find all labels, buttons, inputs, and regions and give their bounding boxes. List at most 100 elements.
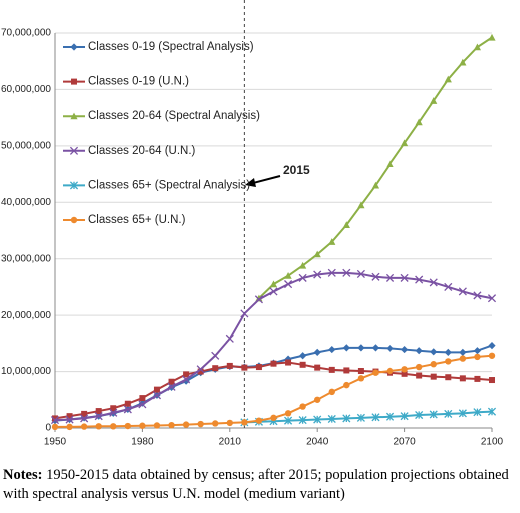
marker (66, 423, 73, 431)
marker (183, 371, 190, 378)
marker (80, 414, 89, 423)
marker (343, 381, 350, 389)
marker (284, 416, 293, 425)
marker (212, 420, 219, 427)
x-tick-label: 2010 (219, 437, 242, 448)
marker (167, 382, 176, 391)
series-line (54, 361, 493, 420)
marker (386, 344, 394, 353)
marker (429, 278, 438, 287)
marker (139, 395, 146, 402)
marker (415, 275, 424, 284)
marker (474, 353, 481, 361)
marker (123, 405, 132, 414)
marker (182, 375, 191, 384)
x-tick-label: 2040 (306, 437, 329, 448)
marker (473, 408, 482, 417)
series-line (54, 271, 493, 422)
marker (285, 359, 292, 366)
marker (487, 294, 497, 303)
marker (197, 368, 204, 375)
marker (371, 344, 380, 352)
marker (444, 282, 453, 291)
marker (356, 413, 365, 422)
marker (314, 396, 321, 403)
marker (182, 421, 190, 428)
marker (430, 97, 438, 104)
marker (488, 342, 496, 350)
series-line (54, 344, 493, 422)
marker (95, 423, 102, 430)
marker (81, 410, 88, 417)
marker (110, 405, 117, 412)
marker (94, 412, 103, 421)
marker (371, 413, 380, 422)
marker (50, 416, 60, 425)
y-tick-label: 60,000,000 (1, 84, 51, 95)
marker (401, 139, 409, 147)
marker (430, 373, 437, 380)
marker (65, 415, 74, 424)
marker (70, 43, 78, 51)
marker (328, 366, 335, 373)
marker (255, 417, 263, 424)
marker (313, 250, 321, 258)
y-tick-label: 30,000,000 (1, 253, 51, 264)
chart: 2015 0 10,000,000 20,000,000 30,000,000 40,0… (1, 0, 504, 448)
x-tick-label: 2100 (481, 437, 504, 448)
annotation: 2015 (283, 163, 310, 177)
x-tick-label: 1950 (44, 437, 67, 448)
marker (415, 363, 423, 371)
marker (196, 365, 205, 374)
marker (110, 423, 117, 430)
legend-label: Classes 65+ (Spectral Analysis) (88, 179, 250, 191)
marker (400, 412, 409, 421)
marker (371, 181, 380, 189)
marker (357, 344, 365, 352)
marker (153, 386, 160, 393)
marker (69, 181, 79, 190)
marker (458, 409, 467, 418)
annotation-arrow (252, 175, 281, 184)
marker (51, 423, 59, 431)
marker (458, 287, 467, 296)
marker (71, 78, 77, 85)
marker (225, 334, 234, 343)
legend-label: Classes 0-19 (U.N.) (88, 76, 189, 88)
marker (212, 365, 219, 372)
marker (328, 238, 336, 245)
marker (385, 412, 395, 421)
marker (298, 273, 307, 282)
marker (415, 118, 423, 126)
marker (284, 272, 292, 279)
marker (299, 403, 306, 410)
marker (168, 421, 175, 429)
marker (371, 272, 380, 281)
legend-label: Classes 0-19 (Spectral Analysis) (88, 41, 254, 53)
marker (328, 345, 336, 354)
marker (299, 261, 307, 269)
marker (168, 378, 175, 385)
marker (445, 358, 452, 365)
marker (444, 348, 452, 356)
marker (416, 372, 423, 379)
marker (473, 43, 482, 51)
marker (298, 416, 307, 425)
marker (299, 352, 307, 360)
marker (473, 347, 482, 355)
marker (240, 309, 249, 318)
marker (138, 400, 147, 409)
marker (445, 374, 452, 381)
marker (488, 33, 496, 41)
marker (270, 360, 277, 367)
marker (356, 269, 365, 279)
y-tick-label: 40,000,000 (1, 197, 51, 208)
marker (459, 58, 467, 66)
marker (226, 362, 233, 369)
marker (314, 364, 321, 371)
x-tick-label: 2070 (393, 437, 416, 448)
marker (459, 348, 467, 356)
marker (284, 355, 292, 363)
marker (429, 410, 438, 419)
